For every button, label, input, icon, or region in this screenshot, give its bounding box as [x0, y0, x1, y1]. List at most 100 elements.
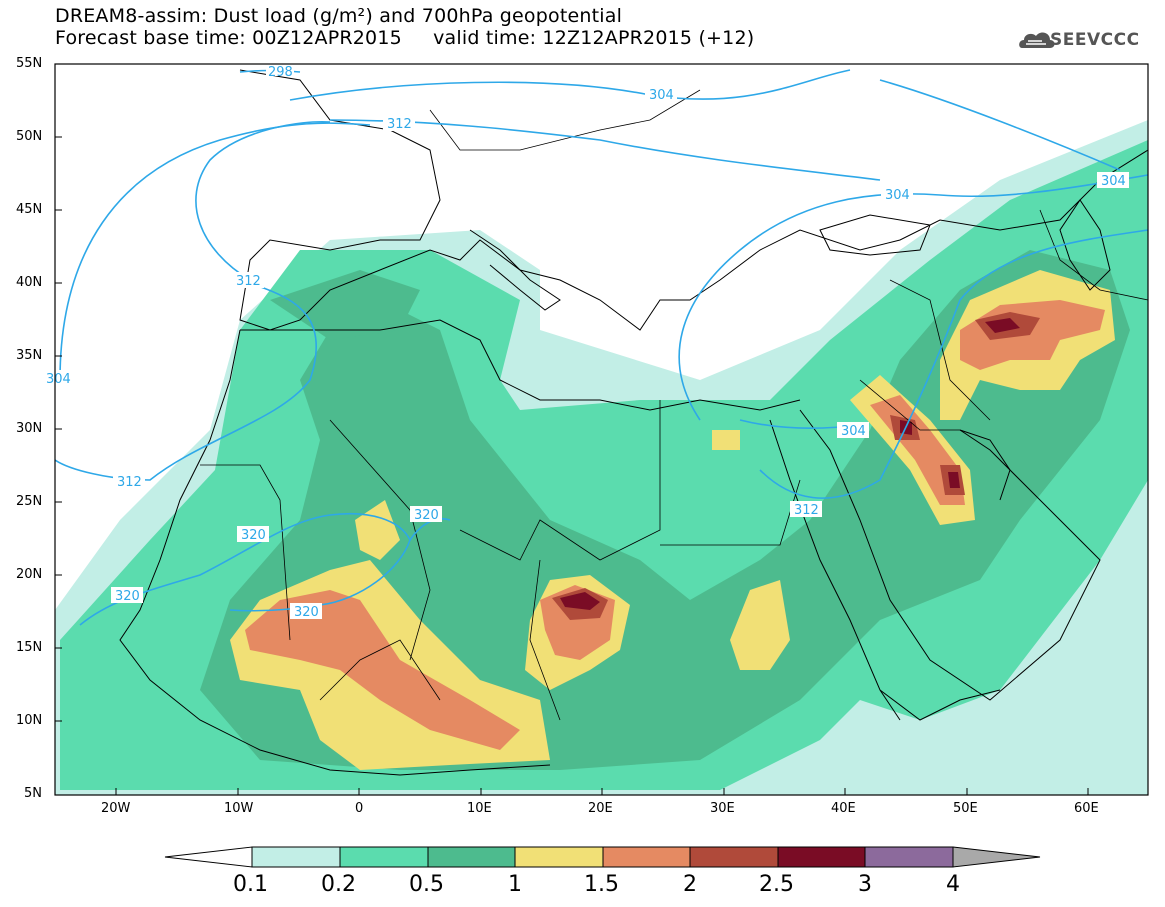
- lon-label: 0: [355, 801, 364, 816]
- colorbar-box-2: [339, 846, 429, 868]
- coast-africa-north: [240, 319, 801, 411]
- contour-312-europe: [329, 119, 881, 181]
- border-5: [529, 559, 561, 721]
- colorbar-label: 2: [683, 872, 697, 897]
- contour-label: 312: [236, 274, 261, 289]
- contour-312-coast: [55, 284, 318, 481]
- colorbar-label: 2.5: [759, 872, 794, 897]
- lat-label: 40N: [16, 275, 43, 290]
- border-2: [329, 419, 431, 661]
- border-3: [459, 400, 661, 561]
- colorbar-label: 4: [946, 872, 960, 897]
- lat-label: 35N: [16, 348, 43, 363]
- lon-label: 30E: [710, 801, 735, 816]
- coast-africa-west: [119, 329, 551, 776]
- lon-label: 50E: [953, 801, 978, 816]
- colorbar-label: 0.2: [321, 872, 356, 897]
- logo-text: SEEVCCC: [1050, 30, 1140, 50]
- dust-band-2.5c: [948, 472, 960, 488]
- dust-band-2.5: [560, 592, 600, 610]
- colorbar-low-arrow: [164, 846, 253, 868]
- contour-label: 320: [414, 508, 439, 523]
- lat-label: 30N: [16, 421, 43, 436]
- border-6: [859, 379, 960, 431]
- borders: [200, 89, 1148, 721]
- contour-304-east: [678, 174, 1148, 421]
- dust-band-0.5b: [270, 270, 420, 340]
- colorbar-high-arrow: [952, 846, 1041, 868]
- contour-label: 304: [46, 372, 71, 387]
- colorbar-label: 0.1: [233, 872, 268, 897]
- lat-label: 15N: [16, 640, 43, 655]
- border-10: [319, 639, 441, 701]
- colorbar: [164, 846, 1041, 868]
- lon-label: 40E: [831, 801, 856, 816]
- lat-label: 25N: [16, 494, 43, 509]
- colorbar-box-6: [689, 846, 779, 868]
- contour-320-b: [409, 518, 451, 541]
- lon-label: 10E: [467, 801, 492, 816]
- contour-label: 304: [649, 88, 674, 103]
- geopotential-contours: [55, 69, 1148, 626]
- map-subtitle: Forecast base time: 00Z12APR2015 valid t…: [55, 27, 755, 49]
- lat-label: 5N: [24, 786, 42, 801]
- colorbar-label: 3: [858, 872, 872, 897]
- contour-label: 312: [387, 117, 412, 132]
- contour-label: 320: [241, 528, 266, 543]
- border-8: [1039, 209, 1148, 301]
- contour-304-north: [289, 69, 851, 101]
- dust-band-1d: [730, 580, 790, 670]
- coast-gulf: [959, 429, 1011, 501]
- coast-italy: [469, 229, 561, 311]
- contour-312-west: [195, 120, 331, 281]
- colorbar-label: 0.5: [409, 872, 444, 897]
- tick-marks: [55, 63, 1089, 795]
- lat-label: 55N: [16, 56, 43, 71]
- lat-label: 50N: [16, 129, 43, 144]
- dust-band-1g: [712, 430, 740, 450]
- coast-caspian: [1059, 199, 1111, 291]
- contour-label: 312: [117, 475, 142, 490]
- lon-label: 10W: [224, 801, 254, 816]
- dust-field: [55, 120, 1148, 795]
- colorbar-label: 1.5: [584, 872, 619, 897]
- contour-label: 312: [794, 503, 819, 518]
- contour-label: 298: [268, 65, 293, 80]
- contour-304-west: [59, 122, 371, 381]
- lon-label: 60E: [1074, 801, 1099, 816]
- dust-band-2.5d: [985, 318, 1020, 333]
- lon-label: 20E: [588, 801, 613, 816]
- colorbar-box-7: [777, 846, 866, 868]
- coast-blacksea: [819, 214, 931, 256]
- border-9: [429, 89, 701, 151]
- colorbar-box-3: [427, 846, 516, 868]
- coast-horn: [879, 689, 1001, 721]
- lat-label: 20N: [16, 567, 43, 582]
- contour-312-upper: [879, 79, 1121, 171]
- coast-red-sea: [769, 419, 901, 721]
- dust-band-1.5: [245, 590, 520, 750]
- lat-label: 45N: [16, 202, 43, 217]
- colorbar-box-8: [864, 846, 954, 868]
- colorbar-box-5: [602, 846, 691, 868]
- lat-label: 10N: [16, 713, 43, 728]
- border-7: [889, 279, 991, 421]
- coast-arabia: [799, 409, 1101, 701]
- colorbar-box-4: [514, 846, 604, 868]
- contour-label: 320: [115, 589, 140, 604]
- cloud-logo-icon: [1019, 32, 1055, 48]
- contour-label: 304: [841, 424, 866, 439]
- border-1: [200, 464, 291, 641]
- contour-labels: 304 304 304 304 312 312 312 312 320 320 …: [46, 64, 1129, 620]
- coastlines: [119, 69, 1148, 776]
- map-title: DREAM8-assim: Dust load (g/m²) and 700hP…: [55, 5, 623, 27]
- coast-europe: [239, 69, 1148, 331]
- contour-312-east: [759, 229, 1148, 499]
- contour-label: 320: [294, 605, 319, 620]
- colorbar-label: 1: [508, 872, 522, 897]
- colorbar-box-1: [251, 846, 341, 868]
- lon-label: 20W: [101, 801, 131, 816]
- contour-label: 304: [1101, 174, 1126, 189]
- contour-label: 304: [885, 188, 910, 203]
